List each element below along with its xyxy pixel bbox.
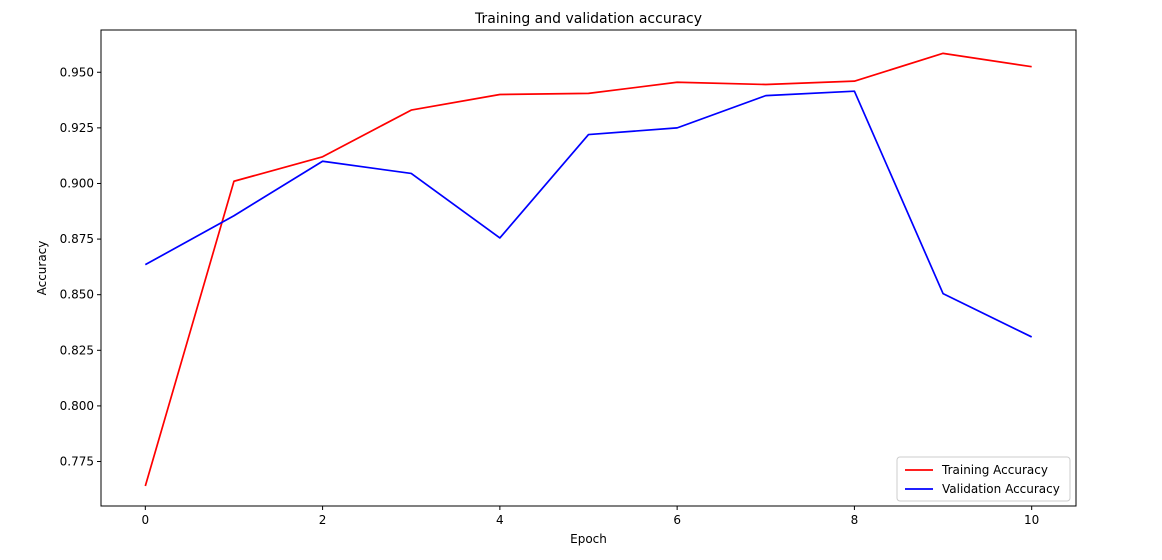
chart-title: Training and validation accuracy [474, 11, 702, 27]
x-tick-label: 6 [673, 513, 681, 527]
series-line-training-accuracy [144, 52, 1032, 487]
legend-label: Training Accuracy [941, 463, 1048, 477]
x-tick-label: 2 [319, 513, 327, 527]
x-tick-label: 0 [141, 513, 149, 527]
x-axis-label: Epoch [570, 532, 607, 546]
plot-background [101, 30, 1076, 506]
plot-frame [100, 29, 1077, 507]
x-tick-label: 10 [1024, 513, 1039, 527]
x-axis-ticks: 0 2 4 6 8 10 [141, 506, 1039, 527]
series-line-validation-accuracy [144, 90, 1033, 338]
y-tick-label: 0.825 [60, 343, 94, 357]
y-tick-label: 0.950 [60, 65, 94, 79]
y-axis-ticks: 0.775 0.800 0.825 0.850 0.875 0.900 0.925 0.950 [60, 65, 101, 469]
legend-box [896, 456, 1071, 502]
legend: Training Accuracy Validation Accuracy [896, 456, 1071, 502]
series-layer [144, 52, 1033, 487]
y-tick-label: 0.875 [60, 232, 94, 246]
y-tick-label: 0.925 [60, 121, 94, 135]
legend-label: Validation Accuracy [942, 482, 1060, 496]
y-axis-label: Accuracy [35, 241, 49, 296]
x-tick-label: 4 [496, 513, 504, 527]
y-tick-label: 0.850 [60, 288, 94, 302]
x-tick-label: 8 [851, 513, 859, 527]
y-tick-label: 0.775 [60, 455, 94, 469]
y-tick-label: 0.800 [60, 399, 94, 413]
y-tick-label: 0.900 [60, 176, 94, 190]
